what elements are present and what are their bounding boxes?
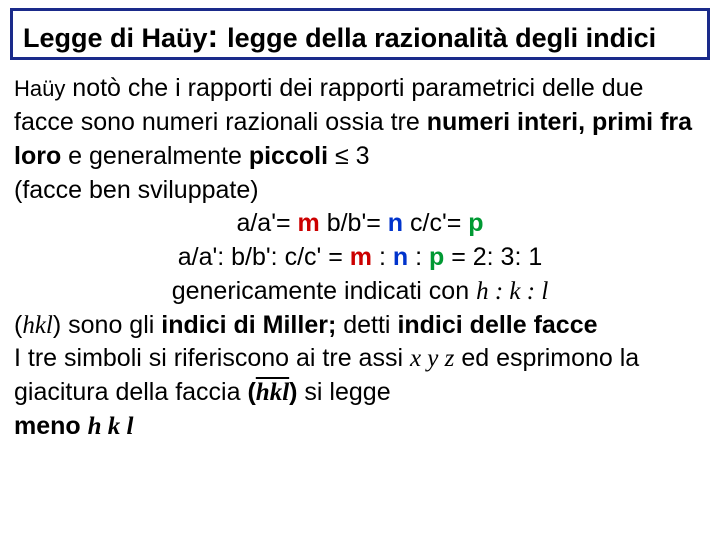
ratio-sep1: : (372, 243, 393, 271)
si-legge: si legge (297, 378, 390, 406)
ratio-eq: = 2: 3: 1 (444, 243, 542, 271)
close-paren-1: ) (53, 311, 61, 339)
sym-n-2: n (393, 243, 408, 271)
ratio-label: a/a': b/b': c/c' = (178, 243, 350, 271)
slide: Legge di Haüy: legge della razionalità d… (0, 0, 720, 540)
slide-body: Haüy notò che i rapporti dei rapporti pa… (10, 72, 710, 443)
miller-text2: detti (336, 311, 397, 339)
author-name: Haüy (14, 76, 65, 101)
generic-pre: genericamente indicati con (172, 277, 476, 305)
sym-l: l (541, 278, 548, 305)
title-colon: : (208, 18, 228, 54)
title-part1: Legge di Haüy (23, 23, 208, 53)
sym-p-2: p (429, 243, 444, 271)
open-paren-2: ( (247, 378, 255, 406)
meno: meno (14, 412, 88, 440)
equation-line-2: a/a': b/b': c/c' = m : n : p = 2: 3: 1 (14, 241, 706, 275)
sym-k: k (509, 278, 520, 305)
eq-b: b/b'= (320, 209, 388, 237)
sep-hk: : (489, 278, 510, 305)
title-box: Legge di Haüy: legge della razionalità d… (10, 8, 710, 60)
miller-bold: indici di Miller; (161, 311, 336, 339)
sym-m: m (298, 209, 320, 237)
sym-n: n (388, 209, 403, 237)
sym-m-2: m (350, 243, 372, 271)
title-part2: legge della razionalità degli indici (227, 23, 656, 53)
hkl-bar: hkl (256, 379, 289, 406)
text-1b: e generalmente (61, 142, 249, 170)
ratio-sep2: : (408, 243, 429, 271)
equation-line-1: a/a'= m b/b'= n c/c'= p (14, 207, 706, 241)
faces-dev: (facce ben sviluppate) (14, 176, 259, 204)
hkl-1: hkl (22, 312, 53, 339)
xyz: x y z (410, 345, 454, 372)
eq-c: c/c'= (403, 209, 468, 237)
generic-line: genericamente indicati con h : k : l (14, 275, 706, 309)
facce-bold: indici delle facce (397, 311, 597, 339)
sym-h: h (476, 278, 489, 305)
sym-p: p (468, 209, 483, 237)
sep-kl: : (521, 278, 542, 305)
slide-title: Legge di Haüy: legge della razionalità d… (23, 17, 697, 55)
line-tre: I tre simboli si riferiscono ai tre assi (14, 344, 410, 372)
hkl-final: h k l (88, 413, 134, 440)
eq-a: a/a'= (236, 209, 297, 237)
leq3: ≤ 3 (328, 142, 370, 170)
miller-text: sono gli (61, 311, 161, 339)
piccoli: piccoli (249, 142, 328, 170)
